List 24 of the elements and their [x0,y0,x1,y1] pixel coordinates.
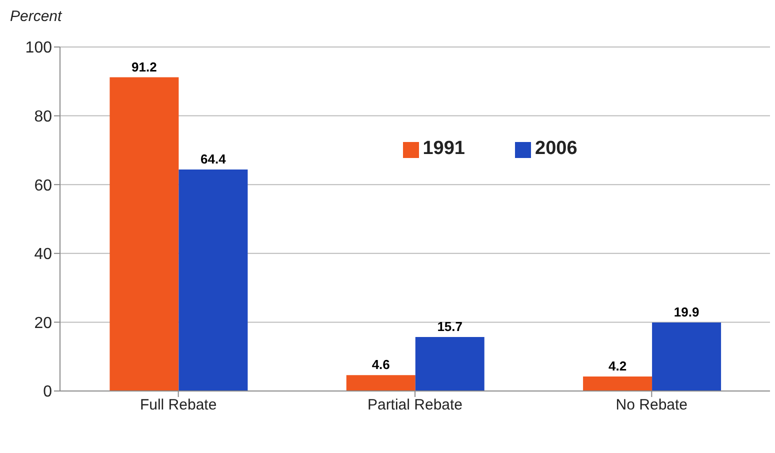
data-label: 4.2 [608,358,627,374]
bar [415,336,484,391]
bar [346,375,416,391]
data-label: 64.4 [200,151,227,166]
bar [178,169,248,391]
bar [652,322,722,391]
bar [583,376,652,391]
x-tick-label: Full Rebate [140,396,217,414]
data-label: 4.6 [372,357,390,372]
x-tick-label: No Rebate [616,396,688,414]
data-label: 15.7 [437,318,463,334]
legend-label: 2006 [535,138,578,159]
data-label: 91.2 [132,59,157,74]
y-tick-label: 100 [25,40,52,57]
y-tick-label: 60 [34,177,52,194]
y-axis-title: Percent [10,8,62,25]
y-tick-label: 40 [34,246,52,264]
data-label: 19.9 [674,304,700,320]
y-tick-label: 0 [43,384,52,401]
legend-label: 1991 [422,138,465,159]
y-tick-label: 80 [34,108,52,126]
y-tick-label: 20 [34,314,52,332]
x-tick-label: Partial Rebate [367,396,463,414]
bar [110,77,179,391]
